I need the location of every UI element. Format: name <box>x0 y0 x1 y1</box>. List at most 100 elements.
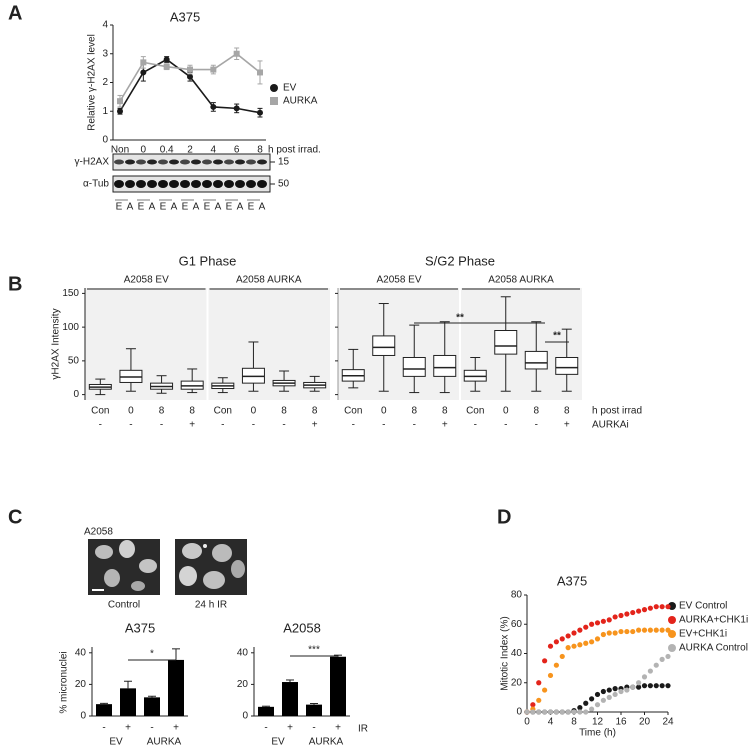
lane-label: E <box>116 202 123 213</box>
point <box>589 706 595 712</box>
point <box>589 639 595 645</box>
group-label: AURKA <box>147 737 182 748</box>
y-tick-label: 20 <box>237 679 249 690</box>
blot-band <box>202 180 212 188</box>
treatment-label: + <box>312 420 318 431</box>
y-tick-label: 150 <box>62 288 79 299</box>
point <box>559 636 565 642</box>
treatment-label: - <box>382 420 385 431</box>
y-tick-label: 0 <box>242 711 248 722</box>
x-axis-label: h post irrad. <box>268 145 321 156</box>
lane-label: A <box>171 202 178 213</box>
blot-marker: 50 <box>278 179 290 190</box>
point <box>140 69 147 76</box>
point <box>606 687 612 693</box>
point <box>553 709 559 715</box>
legend-label: AURKA Control <box>679 643 748 654</box>
point <box>624 611 630 617</box>
point <box>653 604 659 610</box>
point <box>612 691 618 698</box>
y-tick-label: 20 <box>511 677 523 688</box>
blot-band <box>257 180 267 188</box>
facet-title: A2058 AURKA <box>488 275 554 286</box>
x-tick-label: 8 <box>281 406 287 417</box>
point <box>653 683 659 689</box>
lane-label: E <box>138 202 145 213</box>
panel-letter: C <box>8 506 22 528</box>
point <box>583 640 589 646</box>
point <box>606 694 612 700</box>
point <box>163 56 170 63</box>
x-tick-label: 0 <box>141 145 147 156</box>
blot-band <box>213 180 223 188</box>
image-title: A2058 <box>84 527 113 538</box>
x-tick-label: 0 <box>128 406 134 417</box>
point <box>594 620 601 626</box>
x-tick-label: - <box>102 723 105 734</box>
y-tick-label: 80 <box>511 590 523 601</box>
treatment-label: - <box>99 420 102 431</box>
point <box>536 709 542 715</box>
treatment-label: - <box>160 420 163 431</box>
treatment-label: + <box>564 420 570 431</box>
point <box>624 628 630 635</box>
facet-title: A2058 EV <box>376 275 421 286</box>
blot-band <box>191 159 201 165</box>
x-tick-label: 16 <box>615 717 627 728</box>
x-tick-label: Con <box>344 406 362 417</box>
point <box>233 105 240 112</box>
point <box>163 63 170 70</box>
point <box>659 604 665 610</box>
point <box>565 633 571 639</box>
point <box>636 680 642 686</box>
point <box>583 709 589 715</box>
blot-band <box>191 180 201 188</box>
y-tick-label: 60 <box>511 619 523 630</box>
point <box>612 614 618 620</box>
x-tick-label: 8 <box>564 406 570 417</box>
point <box>542 687 548 693</box>
group-label: EV <box>271 737 285 748</box>
point <box>630 628 636 635</box>
box <box>372 335 396 356</box>
point <box>571 643 577 649</box>
x-tick-label: - <box>150 723 153 734</box>
point <box>565 645 571 651</box>
blot-row-label: γ-H2AX <box>75 157 110 168</box>
point <box>187 66 193 73</box>
blot-band <box>169 180 179 188</box>
blot-band <box>158 180 168 188</box>
y-axis-label: Relative γ-H2AX level <box>87 34 98 131</box>
x-tick-label: Con <box>466 406 484 417</box>
point <box>647 668 653 674</box>
x-tick-label: 8 <box>189 406 195 417</box>
blot-band <box>213 159 223 165</box>
legend-swatch <box>270 84 278 92</box>
point <box>636 627 642 633</box>
chart-title: A375 <box>170 9 200 24</box>
point <box>547 643 554 649</box>
treatment-axis-label: AURKAi <box>592 420 629 431</box>
x-axis-label: h post irrad <box>592 406 642 417</box>
x-tick-label: - <box>312 723 315 734</box>
x-tick-label: 8 <box>411 406 417 417</box>
point <box>665 653 671 660</box>
point <box>641 607 648 613</box>
treatment-label: - <box>252 420 255 431</box>
point <box>589 696 595 702</box>
point <box>553 639 559 645</box>
point <box>600 618 606 624</box>
y-tick-label: 50 <box>68 356 80 367</box>
x-tick-label: 20 <box>639 717 651 728</box>
micrograph <box>88 539 160 595</box>
legend-label: EV+CHK1i <box>679 629 727 640</box>
point <box>524 709 530 715</box>
blot-band <box>114 180 124 188</box>
point <box>618 688 624 695</box>
y-tick-label: 100 <box>62 322 79 333</box>
panel-letter: A <box>8 2 22 24</box>
x-axis-label: Time (h) <box>579 728 616 739</box>
point <box>547 672 554 679</box>
point <box>547 709 554 715</box>
significance: ** <box>553 331 561 342</box>
